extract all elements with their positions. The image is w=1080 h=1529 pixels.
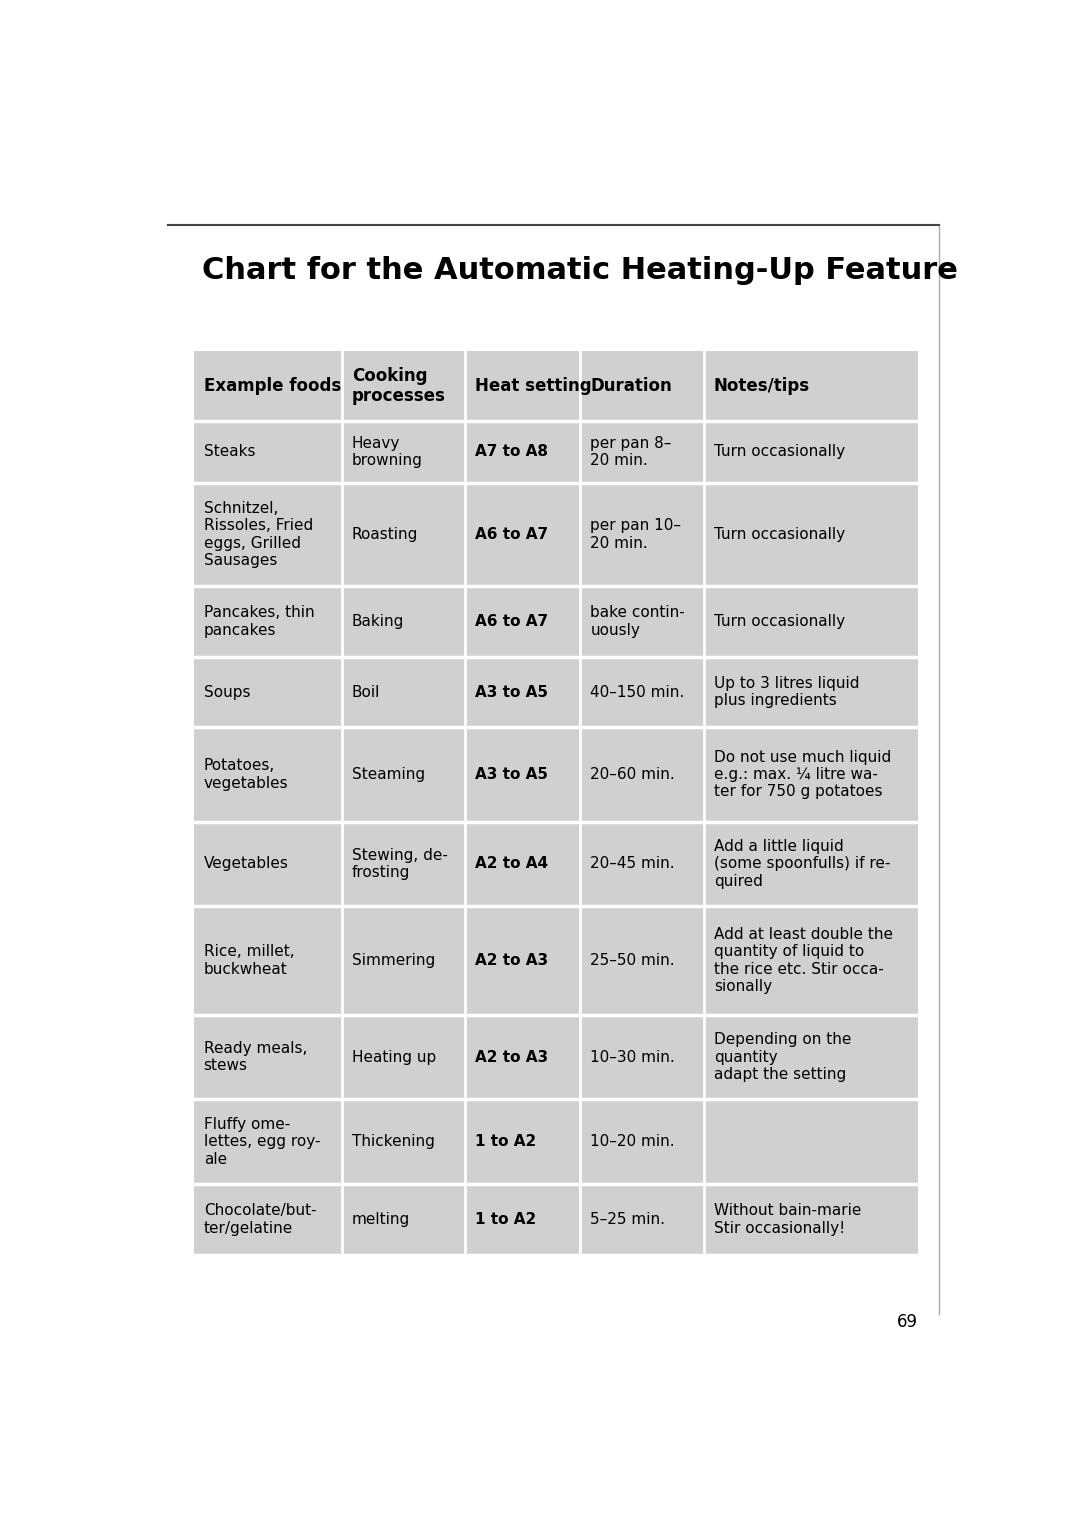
Text: 10–30 min.: 10–30 min. [591,1049,675,1064]
Bar [193,1015,918,1099]
Text: Ready meals,
stews: Ready meals, stews [204,1041,307,1073]
Text: Chart for the Automatic Heating-Up Feature: Chart for the Automatic Heating-Up Featu… [202,257,958,286]
Text: A2 to A3: A2 to A3 [475,1049,549,1064]
Text: Pancakes, thin
pancakes: Pancakes, thin pancakes [204,605,314,638]
Bar [193,1183,918,1255]
Text: Steaks: Steaks [204,445,255,459]
Text: A6 to A7: A6 to A7 [475,528,549,541]
Text: Roasting: Roasting [352,528,418,541]
Text: Cooking
processes: Cooking processes [352,367,446,405]
Bar [193,821,918,907]
Text: 1 to A2: 1 to A2 [475,1135,537,1150]
Text: per pan 8–
20 min.: per pan 8– 20 min. [591,436,672,468]
Text: Depending on the
quantity
adapt the setting: Depending on the quantity adapt the sett… [714,1032,851,1083]
Text: Heating up: Heating up [352,1049,436,1064]
Text: Rice, millet,
buckwheat: Rice, millet, buckwheat [204,945,294,977]
Text: Boil: Boil [352,685,380,700]
Text: Duration: Duration [591,378,672,394]
Text: Simmering: Simmering [352,953,435,968]
Bar [193,422,918,483]
Text: 1 to A2: 1 to A2 [475,1212,537,1228]
Text: Up to 3 litres liquid
plus ingredients: Up to 3 litres liquid plus ingredients [714,676,860,708]
Text: Fluffy ome-
lettes, egg roy-
ale: Fluffy ome- lettes, egg roy- ale [204,1116,320,1167]
Text: 10–20 min.: 10–20 min. [591,1135,675,1150]
Bar [193,1099,918,1183]
Text: 20–60 min.: 20–60 min. [591,768,675,781]
Text: 5–25 min.: 5–25 min. [591,1212,665,1228]
Text: Turn occasionally: Turn occasionally [714,615,845,628]
Text: Thickening: Thickening [352,1135,434,1150]
Text: A3 to A5: A3 to A5 [475,768,549,781]
Bar [193,586,918,657]
Text: A2 to A4: A2 to A4 [475,856,549,872]
Text: Chocolate/but-
ter/gelatine: Chocolate/but- ter/gelatine [204,1203,316,1235]
Text: Potatoes,
vegetables: Potatoes, vegetables [204,758,288,790]
Text: Add a little liquid
(some spoonfulls) if re-
quired: Add a little liquid (some spoonfulls) if… [714,839,890,888]
Text: A2 to A3: A2 to A3 [475,953,549,968]
Text: A7 to A8: A7 to A8 [475,445,549,459]
Text: Baking: Baking [352,615,404,628]
Text: 25–50 min.: 25–50 min. [591,953,675,968]
Text: Heat setting: Heat setting [475,378,592,394]
Text: Schnitzel,
Rissoles, Fried
eggs, Grilled
Sausages: Schnitzel, Rissoles, Fried eggs, Grilled… [204,500,313,567]
Text: Notes/tips: Notes/tips [714,378,810,394]
Text: Steaming: Steaming [352,768,424,781]
Text: 20–45 min.: 20–45 min. [591,856,675,872]
Bar [193,728,918,821]
Text: Stewing, de-
frosting: Stewing, de- frosting [352,847,447,881]
Text: bake contin-
uously: bake contin- uously [591,605,685,638]
Text: Example foods: Example foods [204,378,341,394]
Text: Add at least double the
quantity of liquid to
the rice etc. Stir occa-
sionally: Add at least double the quantity of liqu… [714,927,893,994]
Bar [193,350,918,422]
Text: Turn occasionally: Turn occasionally [714,528,845,541]
Text: Do not use much liquid
e.g.: max. ¼ litre wa-
ter for 750 g potatoes: Do not use much liquid e.g.: max. ¼ litr… [714,749,891,800]
Text: Soups: Soups [204,685,251,700]
Bar [193,657,918,728]
Bar [193,483,918,586]
Bar [193,907,918,1015]
Text: 40–150 min.: 40–150 min. [591,685,685,700]
Text: Vegetables: Vegetables [204,856,288,872]
Text: Heavy
browning: Heavy browning [352,436,422,468]
Text: A3 to A5: A3 to A5 [475,685,549,700]
Text: A6 to A7: A6 to A7 [475,615,549,628]
Text: per pan 10–
20 min.: per pan 10– 20 min. [591,518,681,550]
Text: Without bain-marie
Stir occasionally!: Without bain-marie Stir occasionally! [714,1203,861,1235]
Text: 69: 69 [896,1313,918,1332]
Text: melting: melting [352,1212,410,1228]
Text: Turn occasionally: Turn occasionally [714,445,845,459]
